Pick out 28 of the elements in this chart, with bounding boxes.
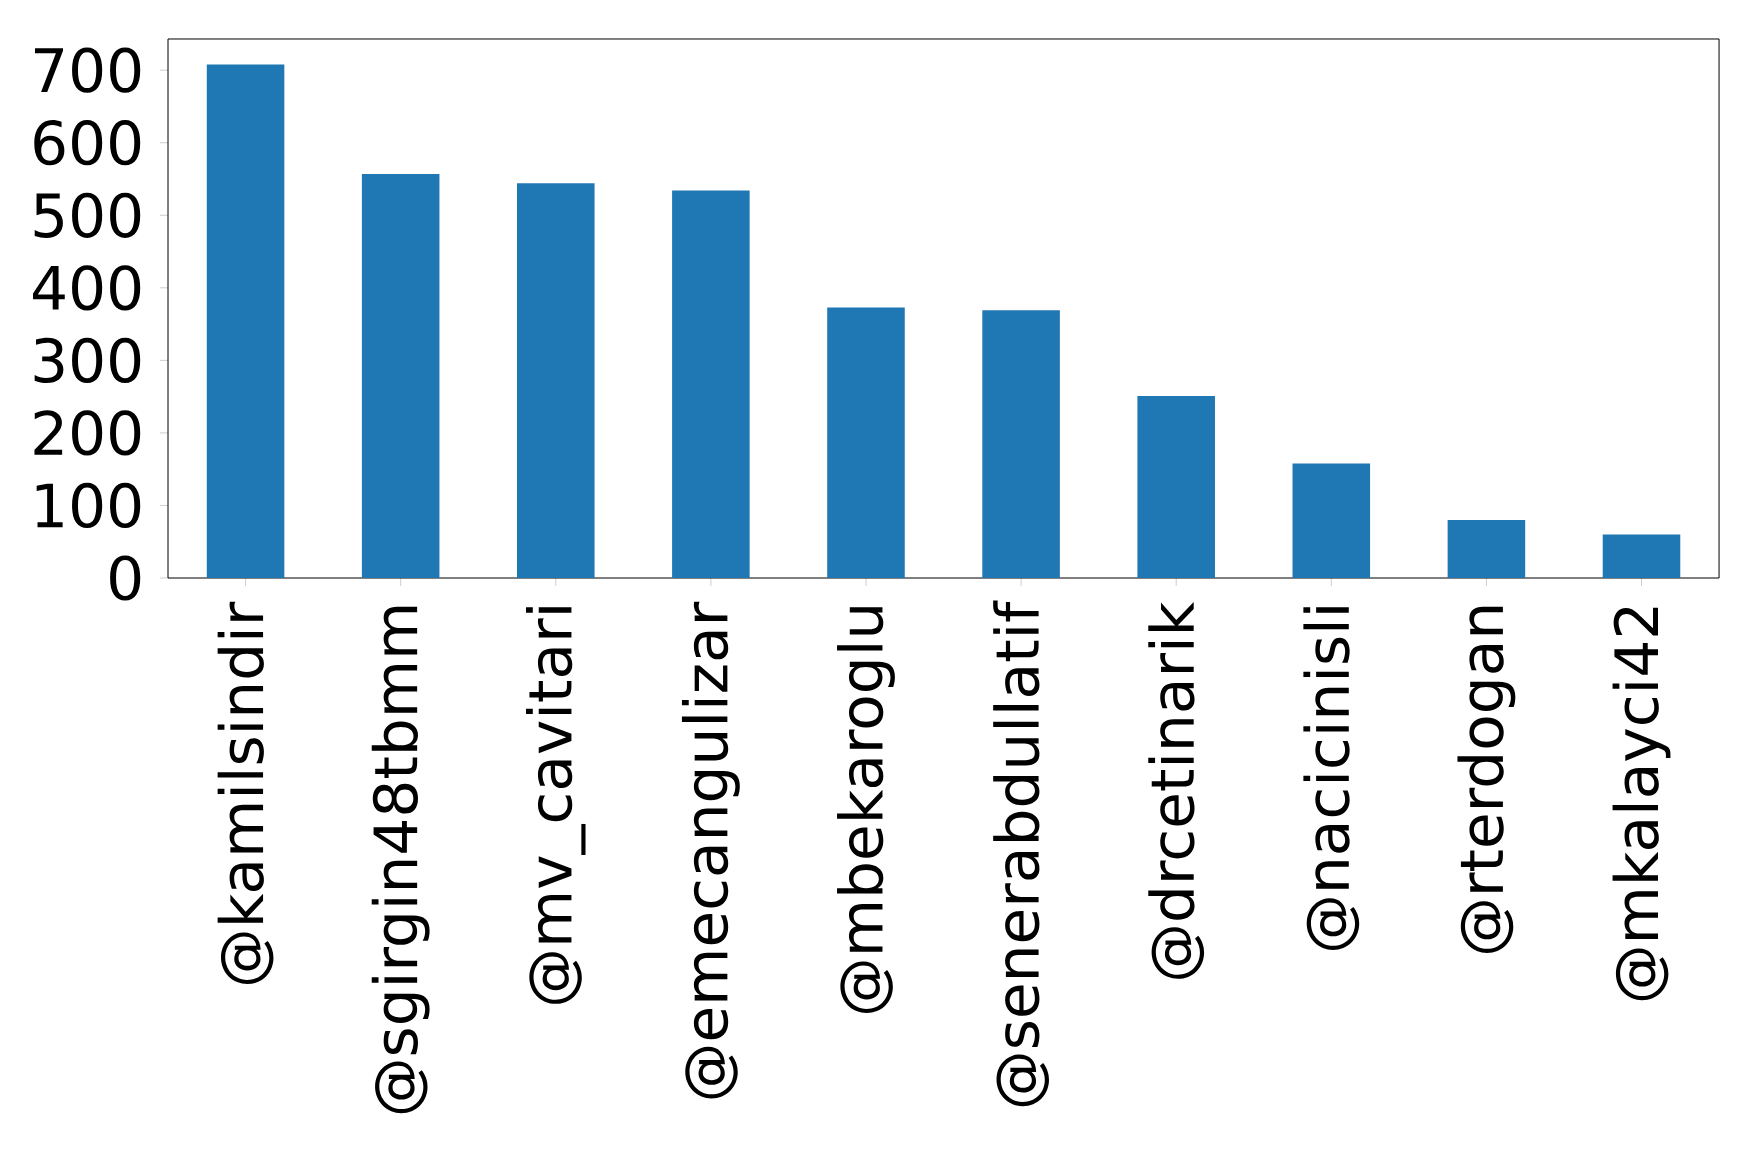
bar [361,173,440,578]
x-tick-label: @sgirgin48tbmm [371,606,430,1114]
bar [206,64,285,578]
bar [672,190,750,578]
x-tick-label: @senerabdullatif [993,600,1049,1107]
bar [516,183,595,578]
x-tick-label: @mv_cavitari [526,607,586,1004]
x-tick-label: @mbekaroglu [837,607,895,1014]
x-tick-label: @drcetinarik [1148,601,1205,979]
bar [982,310,1060,578]
y-tick-label: 200 [34,410,141,456]
x-tick-label: @mkalayci42 [1612,607,1671,1001]
bar [1447,519,1526,578]
x-tick-label: @kamilsindir [217,601,274,985]
x-tick-label: @rterdogan [1457,606,1516,953]
x-tick-label: @nacicinisli [1303,607,1360,950]
bar [827,307,905,578]
x-tick-label: @emecangulizar [681,601,740,1099]
y-tick-label: 500 [34,192,141,238]
y-tick-label: 400 [33,265,141,311]
bar [1602,534,1681,578]
y-tick-label: 100 [36,482,141,529]
bar [1292,463,1371,578]
y-tick-label: 600 [34,120,141,166]
y-tick-label: 700 [35,47,141,93]
y-tick-label: 0 [110,555,141,601]
bar [1137,395,1215,578]
y-tick-label: 300 [34,337,141,383]
